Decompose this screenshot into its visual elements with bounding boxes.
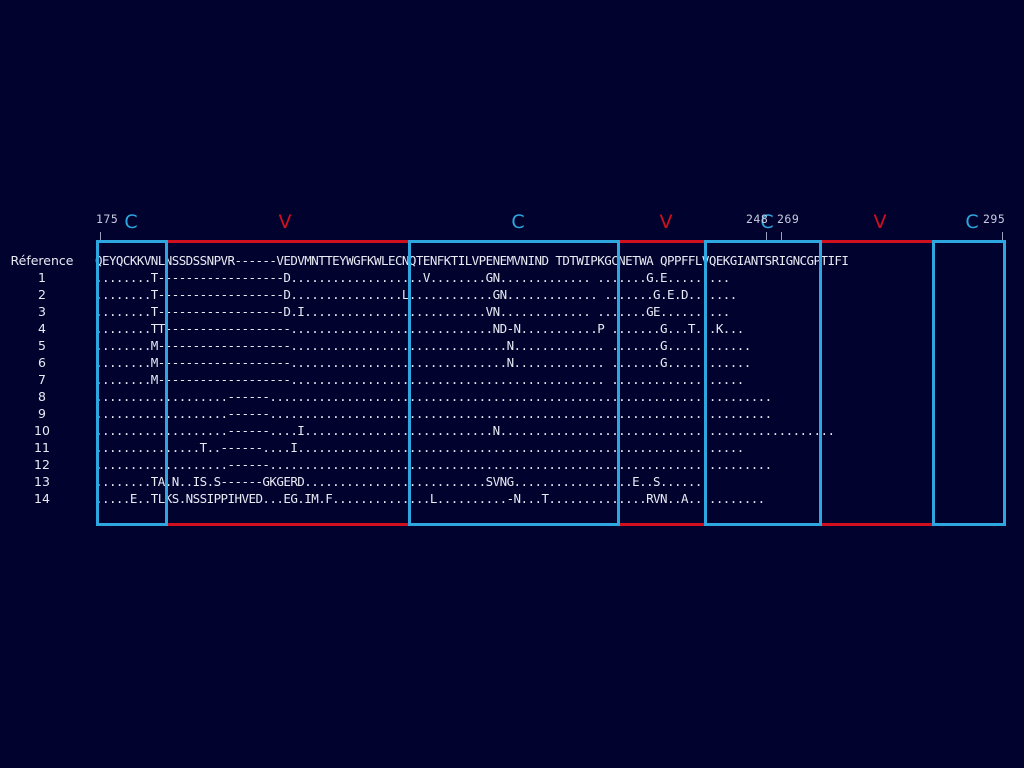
sequence-row: .....E..TLKS.NSSIPPIHVED...EG.IM.F......… [95,491,765,506]
row-name: 7 [38,372,46,387]
position-tick-248 [766,232,767,241]
row-name: 2 [38,287,46,302]
region-label-v1: V [278,211,292,233]
row-name: 6 [38,355,46,370]
row-name: 5 [38,338,46,353]
sequence-row: ...................------...............… [95,406,772,421]
region-label-c3: C [760,211,774,233]
sequence-row: ........T------------------D............… [95,270,730,285]
sequence-row: ........M-------------------............… [95,372,744,387]
row-name: 12 [34,457,50,472]
sequence-row: ........M-------------------............… [95,355,751,370]
variable-region-1 [167,240,410,526]
conserved-region-2 [408,240,620,526]
region-label-c4: C [965,211,979,233]
position-tick-175 [100,232,101,241]
sequence-row: ...................------....I..........… [95,423,835,438]
position-label-269: 269 [777,212,800,226]
conserved-region-1 [96,240,168,526]
sequence-reference: QEYQCKKVNLNSSDSSNPVR------VEDVMNTTEYWGFK… [95,253,849,268]
sequence-row: ...................------...............… [95,389,772,404]
region-label-c2: C [511,211,525,233]
row-name: 8 [38,389,46,404]
conserved-region-4 [932,240,1006,526]
position-tick-295 [1002,232,1003,241]
row-name: 10 [34,423,50,438]
variable-region-3 [820,240,934,526]
conserved-region-3 [704,240,822,526]
sequence-row: ........M-------------------............… [95,338,751,353]
row-name: 9 [38,406,46,421]
row-name: 1 [38,270,46,285]
position-tick-269 [781,232,782,241]
sequence-row: ........T------------------D.I..........… [95,304,730,319]
sequence-row: ...................------...............… [95,457,772,472]
row-name: 14 [34,491,50,506]
region-label-c1: C [124,211,138,233]
row-name-reference: Réference [10,253,74,268]
position-label-248: 248 [746,212,769,226]
region-label-v3: V [873,211,887,233]
position-label-295: 295 [983,212,1006,226]
row-name: 4 [38,321,46,336]
region-label-v2: V [659,211,673,233]
row-name: 3 [38,304,46,319]
row-name: 13 [34,474,50,489]
row-name: 11 [34,440,50,455]
variable-region-2 [617,240,706,526]
sequence-row: ........TT------------------............… [95,321,744,336]
sequence-row: ........TA.N..IS.S------GKGERD..........… [95,474,702,489]
sequence-row: ...............T..------....I...........… [95,440,744,455]
position-label-175: 175 [96,212,119,226]
